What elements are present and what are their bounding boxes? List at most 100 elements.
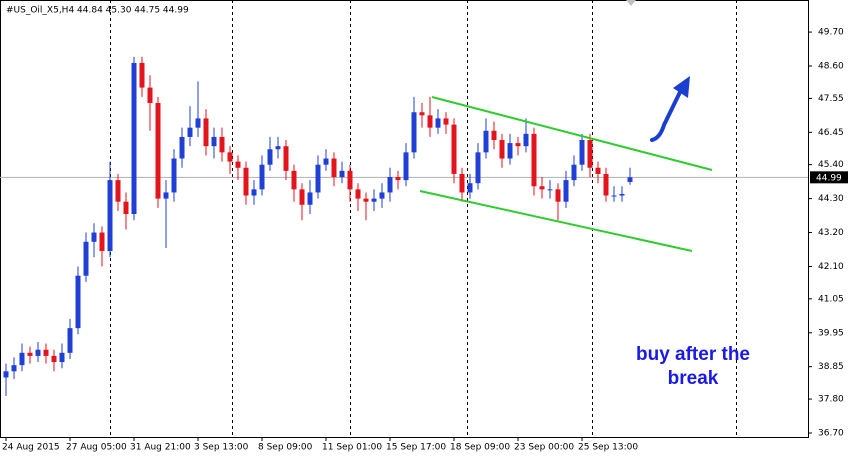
candle-body: [67, 328, 73, 353]
y-tick-label: 37.80: [818, 395, 844, 405]
candle-body: [267, 149, 273, 165]
candle-body: [435, 118, 441, 128]
candle-body: [163, 192, 169, 199]
candle-body: [75, 275, 81, 329]
candle-body: [499, 140, 505, 159]
candle-body: [451, 124, 457, 174]
candle-body: [11, 365, 17, 372]
candle-body: [235, 161, 241, 168]
candle-body: [155, 103, 161, 199]
x-tick-label: 25 Sep 13:00: [578, 443, 638, 453]
candle-body: [219, 136, 225, 153]
candle-body: [419, 112, 425, 116]
candle-body: [275, 146, 281, 150]
candle-body: [203, 118, 209, 147]
candle-body: [123, 201, 129, 215]
candle-body: [459, 173, 465, 193]
candle-body: [115, 180, 121, 202]
x-tick-label: 3 Sep 13:00: [194, 443, 249, 453]
candle-body: [27, 352, 33, 356]
candle-body: [147, 87, 153, 104]
candle-body: [3, 371, 9, 378]
arrow-head: [673, 76, 690, 98]
candle-body: [91, 232, 97, 242]
candle-body: [443, 118, 449, 125]
candle-body: [107, 180, 113, 252]
x-tick-label: 11 Sep 01:00: [322, 443, 382, 453]
x-tick-label: 23 Sep 00:00: [514, 443, 574, 453]
x-tick-label: 27 Aug 05:00: [66, 443, 127, 453]
candle-body: [283, 146, 289, 171]
candle-body: [291, 170, 297, 190]
candle-body: [403, 152, 409, 181]
candle-body: [339, 170, 345, 178]
candle-body: [19, 352, 25, 366]
y-tick-label: 41.05: [818, 294, 844, 304]
candle-body: [299, 189, 305, 205]
candle-body: [555, 189, 561, 202]
chart-header: #US_Oil_X5,H4 44.84 45.30 44.75 44.99: [6, 6, 189, 16]
upper-trendline: [431, 96, 713, 171]
x-tick-label: 15 Sep 17:00: [386, 443, 446, 453]
candle-body: [355, 189, 361, 199]
candle-body: [563, 180, 569, 202]
candle-body: [379, 192, 385, 199]
candle-body: [603, 173, 609, 196]
y-tick-label: 42.10: [818, 262, 844, 272]
y-tick-label: 39.95: [818, 328, 844, 338]
candle-body: [51, 355, 57, 363]
arrow: [650, 76, 690, 142]
price-label-box: [810, 171, 848, 184]
y-tick-label: 43.20: [818, 228, 844, 238]
candle-body: [307, 192, 313, 205]
candle-body: [195, 118, 201, 128]
candle-body: [531, 133, 537, 187]
candle-body: [411, 112, 417, 153]
candle-body: [171, 158, 177, 193]
candle-body: [251, 189, 257, 196]
candle-body: [99, 232, 105, 252]
candle-body: [83, 241, 89, 276]
candle-body: [523, 133, 529, 147]
y-tick-label: 49.70: [818, 28, 844, 38]
arrow-shaft: [650, 86, 684, 142]
y-tick-label: 46.45: [818, 128, 844, 138]
candle-body: [387, 177, 393, 193]
x-tick-label: 8 Sep 09:00: [258, 443, 313, 453]
plot-frame: [0, 0, 809, 438]
candle-body: [227, 152, 233, 162]
candles: [0, 56, 808, 396]
candle-body: [371, 198, 377, 202]
candle-body: [131, 62, 137, 215]
candle-body: [323, 158, 329, 165]
candle-body: [59, 352, 65, 363]
candle-body: [211, 136, 217, 147]
candle-body: [187, 127, 193, 137]
x-tick-label: 18 Sep 09:00: [450, 443, 510, 453]
candle-body: [259, 164, 265, 190]
candle-body: [243, 167, 249, 196]
shift-marker: [626, 0, 636, 6]
candle-body: [395, 177, 401, 181]
y-tick-label: 45.40: [818, 160, 844, 170]
candle-body: [467, 183, 473, 193]
candle-body: [427, 115, 433, 128]
y-tick-label: 47.55: [818, 94, 844, 104]
candle-body: [315, 164, 321, 193]
lower-trendline: [419, 190, 693, 252]
candle-body: [547, 189, 553, 191]
x-tick-label: 24 Aug 2015: [2, 443, 60, 453]
candle-body: [43, 349, 49, 356]
candle-body: [139, 62, 145, 88]
y-tick-label: 48.60: [818, 61, 844, 71]
candle-body: [179, 136, 185, 159]
candle-body: [579, 140, 585, 165]
candle-body: [587, 140, 593, 168]
candle-body: [619, 193, 625, 196]
candle-body: [595, 167, 601, 174]
candle-body: [627, 177, 633, 182]
candle-body: [539, 186, 545, 190]
candle-body: [347, 170, 353, 190]
